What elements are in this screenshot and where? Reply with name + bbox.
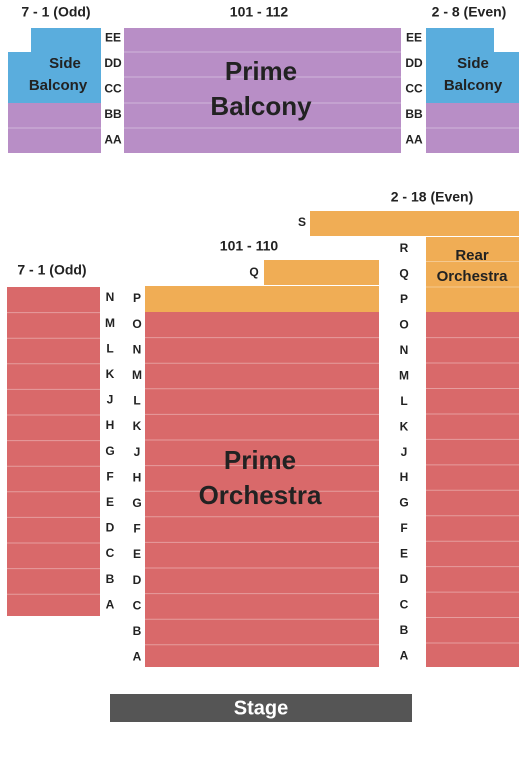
side-balcony-left-ee[interactable]	[31, 28, 101, 52]
orchestra-left[interactable]	[7, 287, 100, 616]
row-label: N	[106, 290, 115, 304]
row-label: C	[106, 546, 115, 560]
row-label: G	[399, 496, 408, 510]
row-label: CC	[405, 82, 423, 96]
range-label: 2 - 8 (Even)	[432, 4, 507, 20]
stage-label: Stage	[234, 697, 288, 719]
row-label: EE	[406, 31, 422, 45]
row-label: AA	[405, 133, 423, 147]
row-label: K	[133, 419, 142, 433]
orchestra	[7, 211, 519, 667]
row-label: D	[400, 572, 409, 586]
section-label: Rear	[455, 247, 489, 264]
row-label: M	[399, 368, 409, 382]
row-s[interactable]	[310, 211, 519, 236]
row-label: H	[400, 470, 409, 484]
row-label: Q	[399, 267, 408, 281]
row-label: E	[133, 547, 141, 561]
side-balcony-right[interactable]	[426, 52, 519, 103]
row-label: A	[133, 650, 142, 664]
row-label: F	[133, 522, 140, 536]
row-label: L	[133, 394, 140, 408]
row-label: P	[133, 291, 141, 305]
orchestra-right[interactable]	[426, 312, 519, 667]
row-label: O	[132, 317, 141, 331]
prime-balcony[interactable]	[124, 28, 401, 153]
row-label: B	[400, 623, 409, 637]
row-label: J	[107, 393, 114, 407]
row-label: CC	[104, 82, 122, 96]
row-label: G	[105, 444, 114, 458]
row-label: K	[400, 419, 409, 433]
row-label: G	[132, 496, 141, 510]
section-label: Balcony	[210, 91, 312, 121]
row-label: DD	[104, 56, 122, 70]
range-label: 101 - 110	[220, 238, 279, 254]
row-label: J	[134, 445, 141, 459]
row-label: H	[106, 418, 115, 432]
row-lines	[7, 261, 519, 646]
row-label: D	[133, 573, 142, 587]
row-label: B	[133, 624, 142, 638]
row-label: L	[400, 394, 407, 408]
balcony	[8, 28, 519, 153]
rear-orchestra[interactable]	[426, 237, 519, 312]
row-label: E	[400, 547, 408, 561]
row-label: M	[105, 316, 115, 330]
section-label: Prime	[225, 56, 297, 86]
range-label: 101 - 112	[230, 4, 289, 20]
side-balcony-right-ee[interactable]	[426, 28, 494, 52]
side-balcony-left[interactable]	[8, 52, 101, 103]
row-label: E	[106, 495, 114, 509]
range-label: 7 - 1 (Odd)	[17, 262, 86, 278]
row-label: F	[400, 521, 407, 535]
row-label: K	[106, 367, 115, 381]
section-label: Balcony	[29, 77, 88, 94]
row-label: F	[106, 469, 113, 483]
balcony-left-back[interactable]	[8, 103, 101, 153]
row-p[interactable]	[145, 286, 379, 312]
section-label: Orchestra	[199, 480, 322, 510]
row-label: S	[298, 215, 306, 229]
row-label: A	[106, 597, 115, 611]
row-q[interactable]	[264, 260, 379, 285]
row-label: O	[399, 318, 408, 332]
row-label: N	[400, 343, 409, 357]
section-label: Balcony	[444, 77, 503, 94]
stage-block	[110, 694, 412, 722]
range-label: 7 - 1 (Odd)	[21, 4, 90, 20]
row-label: BB	[405, 107, 423, 121]
section-label: Prime	[224, 445, 296, 475]
section-label: Side	[49, 55, 81, 72]
section-label: Side	[457, 55, 489, 72]
row-label: DD	[405, 56, 423, 70]
row-label: L	[106, 341, 113, 355]
range-label: 2 - 18 (Even)	[391, 189, 473, 205]
row-label: J	[401, 445, 408, 459]
section-label: Orchestra	[437, 268, 509, 285]
row-label: AA	[104, 133, 122, 147]
row-label: EE	[105, 31, 121, 45]
row-label: H	[133, 470, 142, 484]
balcony-right-back[interactable]	[426, 103, 519, 153]
row-label: M	[132, 368, 142, 382]
row-label: R	[400, 241, 409, 255]
row-label: Q	[249, 265, 258, 279]
row-label: C	[133, 598, 142, 612]
row-label: A	[400, 648, 409, 662]
row-label: D	[106, 521, 115, 535]
row-label: B	[106, 572, 115, 586]
row-label: N	[133, 342, 142, 356]
prime-orchestra[interactable]	[145, 312, 379, 667]
row-label: C	[400, 597, 409, 611]
row-label: P	[400, 292, 408, 306]
row-label: BB	[104, 107, 122, 121]
